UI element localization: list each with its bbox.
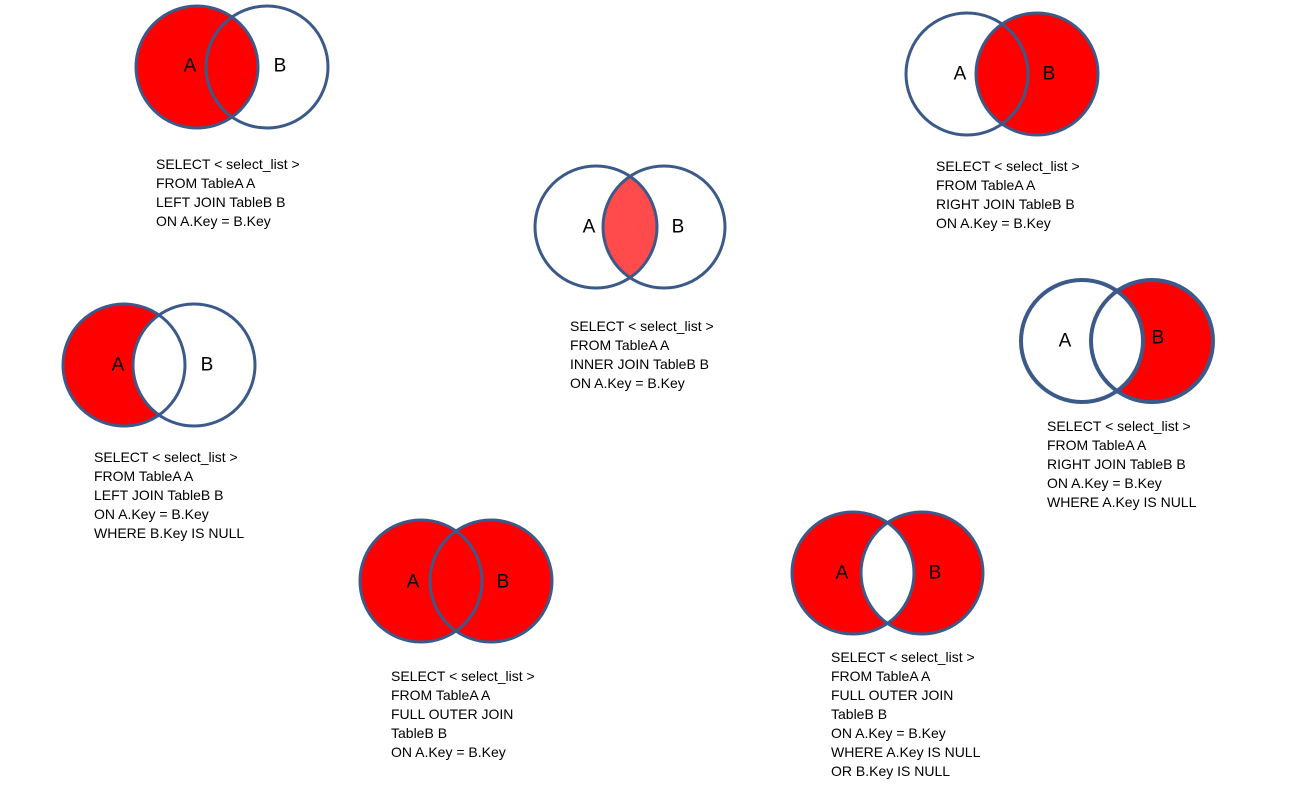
- sql-line: TableB B: [391, 725, 448, 741]
- sql-inner-join: SELECT < select_list > FROM TableA A INNER…: [570, 317, 714, 393]
- set-a-label: A: [1059, 331, 1072, 352]
- sql-line: ON A.Key = B.Key: [156, 213, 271, 229]
- set-b-circle: [428, 518, 554, 644]
- set-b-label: B: [1152, 328, 1165, 349]
- set-a-circle: [1019, 278, 1145, 404]
- venn-shading: [63, 304, 185, 426]
- sql-full-outer-join-excluding: SELECT < select_list > FROM TableA A FULL …: [831, 648, 980, 781]
- sql-line: INNER JOIN TableB B: [570, 356, 710, 372]
- set-b-label: B: [672, 217, 685, 238]
- set-a-label: A: [954, 64, 967, 85]
- venn-shading: [603, 166, 657, 288]
- set-b-circle: [859, 510, 985, 636]
- sql-line: FROM TableA A: [156, 175, 256, 191]
- set-b-fill: [976, 13, 1098, 135]
- set-b-label: B: [497, 572, 510, 593]
- set-b-label: B: [1043, 64, 1056, 85]
- set-a-circle: [790, 510, 916, 636]
- sql-left-join: SELECT < select_list > FROM TableA A LEFT …: [156, 155, 300, 231]
- sql-line: ON A.Key = B.Key: [936, 215, 1051, 231]
- set-a-label: A: [407, 572, 420, 593]
- sql-left-join-excluding: SELECT < select_list > FROM TableA A LEFT …: [94, 448, 244, 543]
- venn-shading: [136, 6, 258, 128]
- set-a-label: A: [184, 56, 197, 77]
- set-a-fill: [136, 6, 258, 128]
- set-b-label: B: [201, 355, 214, 376]
- sql-line: OR B.Key IS NULL: [831, 763, 951, 779]
- sql-line: FROM TableA A: [831, 668, 931, 684]
- sql-line: SELECT < select_list >: [156, 156, 300, 172]
- set-a-circle: [61, 302, 187, 428]
- sql-line: TableB B: [831, 706, 888, 722]
- sql-line: FROM TableA A: [1047, 437, 1147, 453]
- set-b-circle: [1089, 278, 1215, 404]
- venn-shading: [360, 520, 552, 642]
- sql-line: FULL OUTER JOIN: [831, 687, 954, 703]
- set-a-circle: [134, 4, 260, 130]
- set-a-label: A: [583, 217, 596, 238]
- intersection-cutout: [1091, 280, 1143, 402]
- sql-line: FULL OUTER JOIN: [391, 706, 514, 722]
- intersection-cutout: [861, 512, 914, 634]
- sql-line: ON A.Key = B.Key: [570, 375, 685, 391]
- sql-line: WHERE B.Key IS NULL: [94, 525, 245, 541]
- sql-right-join-excluding: SELECT < select_list > FROM TableA A RIGHT…: [1047, 417, 1196, 512]
- sql-line: FROM TableA A: [391, 687, 491, 703]
- intersection-cutout: [133, 304, 185, 426]
- set-a-circle: [533, 164, 659, 290]
- sql-line: RIGHT JOIN TableB B: [936, 196, 1075, 212]
- sql-line: FROM TableA A: [570, 337, 670, 353]
- set-a-label: A: [836, 563, 849, 584]
- intersection-fill: [603, 166, 657, 288]
- sql-line: WHERE A.Key IS NULL: [1047, 494, 1197, 510]
- sql-line: ON A.Key = B.Key: [1047, 475, 1162, 491]
- sql-line: SELECT < select_list >: [570, 318, 714, 334]
- sql-line: LEFT JOIN TableB B: [156, 194, 286, 210]
- sql-line: ON A.Key = B.Key: [391, 744, 506, 760]
- sql-line: SELECT < select_list >: [391, 668, 535, 684]
- sql-line: FROM TableA A: [936, 177, 1036, 193]
- sql-line: RIGHT JOIN TableB B: [1047, 456, 1186, 472]
- sql-line: SELECT < select_list >: [1047, 418, 1191, 434]
- venn-shading: [792, 512, 983, 634]
- set-b-fill: [430, 520, 552, 642]
- set-a-circle: [904, 11, 1030, 137]
- sql-line: WHERE A.Key IS NULL: [831, 744, 981, 760]
- sql-line: LEFT JOIN TableB B: [94, 487, 224, 503]
- sql-line: SELECT < select_list >: [936, 158, 1080, 174]
- sql-line: SELECT < select_list >: [831, 649, 975, 665]
- venn-shading: [1091, 280, 1213, 402]
- set-b-circle: [131, 302, 257, 428]
- sql-line: ON A.Key = B.Key: [831, 725, 946, 741]
- sql-line: ON A.Key = B.Key: [94, 506, 209, 522]
- sql-line: FROM TableA A: [94, 468, 194, 484]
- sql-line: SELECT < select_list >: [94, 449, 238, 465]
- set-b-circle: [601, 164, 727, 290]
- set-a-label: A: [112, 355, 125, 376]
- set-b-circle: [974, 11, 1100, 137]
- venn-shading: [976, 13, 1098, 135]
- set-b-label: B: [929, 563, 942, 584]
- sql-right-join: SELECT < select_list > FROM TableA A RIGHT…: [936, 157, 1080, 233]
- set-b-circle: [204, 4, 330, 130]
- sql-full-outer-join: SELECT < select_list > FROM TableA A FULL …: [391, 667, 535, 762]
- set-b-label: B: [274, 56, 287, 77]
- set-a-circle: [358, 518, 484, 644]
